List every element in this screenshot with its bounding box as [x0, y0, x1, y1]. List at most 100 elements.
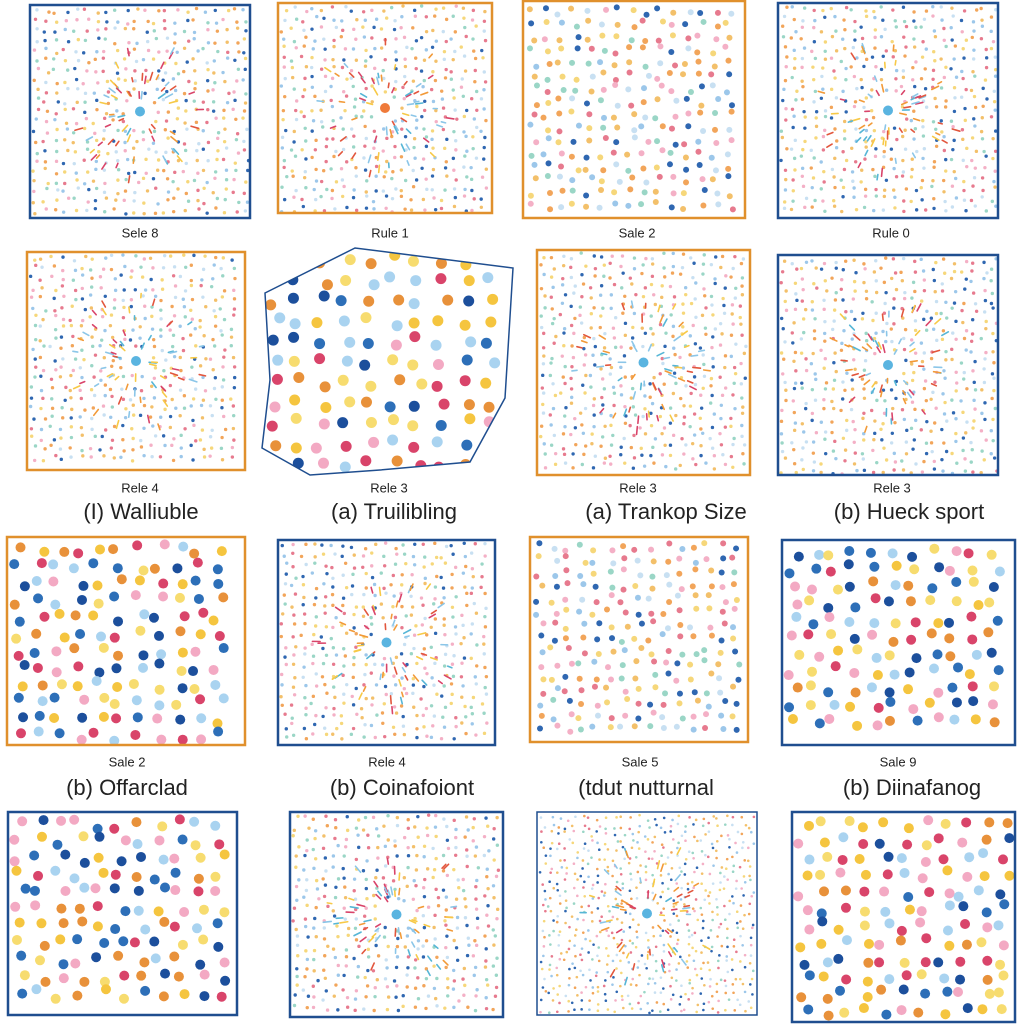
dot: [668, 49, 674, 55]
dot: [44, 81, 47, 84]
dot: [317, 897, 320, 900]
dot: [536, 540, 542, 546]
dot: [63, 138, 66, 141]
dot: [890, 327, 893, 330]
dot: [845, 371, 848, 374]
dot: [36, 152, 39, 155]
dot: [934, 128, 937, 131]
burst-stroke: [352, 153, 355, 158]
dot: [851, 687, 861, 697]
dot: [342, 701, 345, 704]
dot: [912, 110, 915, 113]
dot: [903, 348, 906, 351]
dot: [654, 76, 660, 82]
dot: [865, 297, 868, 300]
burst-stroke: [629, 407, 630, 412]
dot: [416, 836, 419, 839]
dot: [121, 424, 124, 427]
dot: [305, 737, 308, 740]
dot: [910, 119, 913, 122]
dot: [281, 136, 284, 139]
dot: [166, 36, 169, 39]
dot: [874, 259, 877, 262]
dot: [467, 944, 470, 947]
dot: [63, 170, 66, 173]
dot: [40, 941, 50, 951]
dot: [680, 437, 683, 440]
dot: [301, 575, 304, 578]
dot: [133, 191, 136, 194]
dot: [53, 118, 56, 121]
dot: [559, 313, 562, 316]
dot: [681, 266, 684, 269]
dot: [173, 32, 176, 35]
dot: [101, 435, 104, 438]
dot: [835, 49, 838, 52]
dot: [803, 126, 806, 129]
dot: [50, 693, 60, 703]
dot: [304, 917, 307, 920]
dot: [434, 888, 437, 891]
dot: [874, 703, 884, 713]
dot: [791, 199, 794, 202]
dot: [380, 27, 383, 30]
dot: [824, 452, 827, 455]
dot: [63, 182, 66, 185]
dot: [313, 723, 316, 726]
dot: [742, 257, 745, 260]
dot: [196, 629, 206, 639]
dot: [375, 827, 378, 830]
dot: [932, 207, 935, 210]
dot: [324, 160, 327, 163]
dot: [304, 563, 307, 566]
dot: [879, 428, 882, 431]
dot: [994, 55, 997, 58]
dot: [192, 424, 195, 427]
dot: [464, 916, 467, 919]
dot: [413, 563, 416, 566]
dot: [580, 295, 583, 298]
dot: [964, 209, 967, 212]
dot: [586, 111, 592, 117]
dot: [821, 87, 824, 90]
dot: [739, 362, 742, 365]
dot: [382, 824, 385, 827]
dot: [967, 634, 977, 644]
dot: [281, 544, 284, 547]
dot: [485, 721, 488, 724]
dot: [415, 126, 418, 129]
dot: [427, 994, 430, 997]
dot: [609, 372, 612, 375]
dot: [569, 377, 572, 380]
dot: [665, 671, 671, 677]
dot: [563, 382, 566, 385]
dot: [364, 816, 367, 819]
burst-stroke: [86, 137, 92, 140]
dot: [33, 48, 36, 51]
dot: [579, 305, 582, 308]
dot: [820, 267, 823, 270]
dot: [322, 17, 325, 20]
dot: [315, 587, 318, 590]
dot: [401, 1005, 404, 1008]
dot: [132, 199, 135, 202]
dot: [191, 840, 201, 850]
dot: [74, 269, 77, 272]
dot: [784, 178, 787, 181]
dot: [894, 89, 897, 92]
dot: [652, 293, 655, 296]
burst-stroke: [879, 342, 882, 348]
dot: [792, 399, 795, 402]
dot: [584, 8, 590, 14]
dot: [885, 179, 888, 182]
dot: [901, 159, 904, 162]
dot: [631, 636, 637, 642]
dot: [554, 558, 560, 564]
dot: [48, 559, 58, 569]
dot: [210, 821, 220, 831]
dot: [129, 275, 132, 278]
dot: [814, 136, 817, 139]
dot: [306, 958, 309, 961]
dot: [801, 167, 804, 170]
dot: [443, 664, 446, 667]
